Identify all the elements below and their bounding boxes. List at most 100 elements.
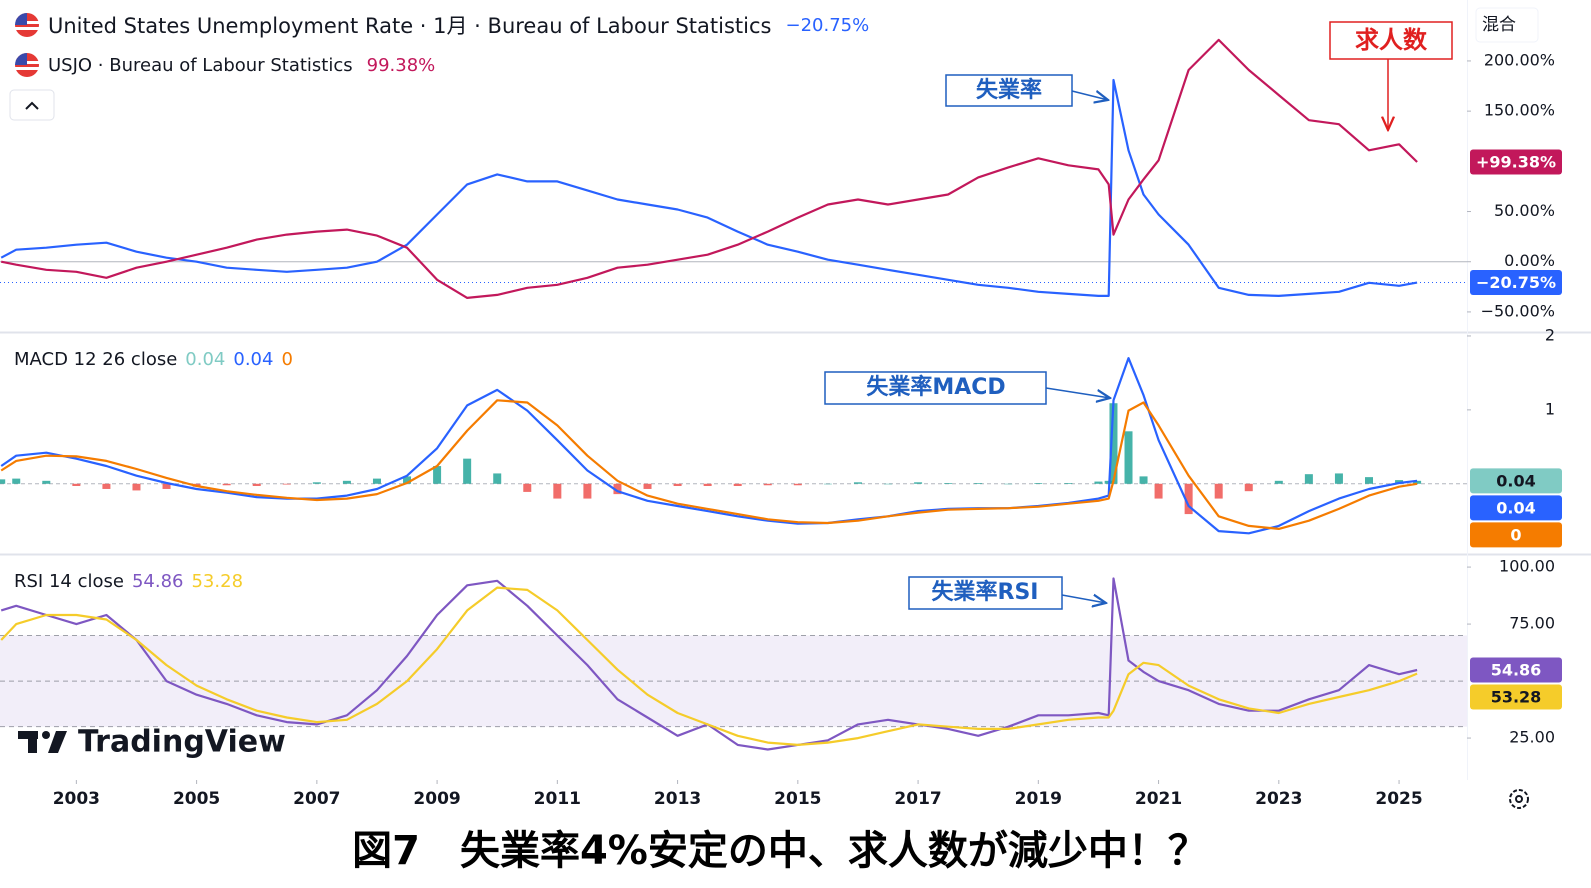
annotation-arrow [1071, 91, 1108, 100]
histogram-bar [583, 483, 592, 499]
annotation-arrow [1045, 387, 1110, 398]
histogram-bar [1184, 483, 1193, 515]
histogram-bar [1304, 474, 1313, 484]
legend-value: −20.75% [785, 14, 870, 36]
histogram-bar [1064, 483, 1073, 484]
main-legend: United States Unemployment Rate · 1月 · B… [14, 8, 869, 82]
legend-row: MACD 12 26 close 0.04 0.04 0 [14, 342, 293, 376]
price-badge-label: 0 [1510, 525, 1521, 544]
logo: TradingView [18, 725, 286, 760]
pane [0, 577, 1467, 751]
histogram-bar [1004, 483, 1013, 485]
histogram-bar [974, 483, 983, 484]
legend-value: 99.38% [366, 54, 436, 76]
histogram-bar [1364, 477, 1373, 484]
caption: 図7 失業率4%安定の中、求人数が減少中！？ [352, 828, 1208, 874]
pane [0, 357, 1467, 535]
price-badge-label: 0.04 [1496, 498, 1535, 517]
flag-icon [15, 53, 39, 77]
annotation-box [908, 576, 1063, 610]
flag-icon [15, 13, 39, 37]
scale-mode-button[interactable]: 混合 [1475, 7, 1539, 43]
y-tick-label: 1 [1545, 399, 1555, 418]
histogram-bar [793, 483, 802, 486]
histogram-bar [282, 483, 291, 485]
histogram-bar [613, 483, 622, 495]
y-tick-label: 100.00 [1499, 557, 1555, 576]
histogram-bar [673, 483, 682, 486]
y-tick-label: 2 [1545, 325, 1555, 344]
histogram-bar [823, 483, 832, 485]
price-badge [1470, 522, 1562, 548]
legend-row: USJO · Bureau of Labour Statistics 99.38… [14, 48, 869, 82]
logo-text: TradingView [78, 725, 286, 760]
histogram-bar [252, 483, 261, 486]
histogram-bar [733, 483, 742, 486]
macd-legend: MACD 12 26 close 0.04 0.04 0 [14, 342, 293, 376]
x-tick-label: 2009 [413, 789, 460, 809]
histogram-bar [553, 483, 562, 499]
y-tick-label: 75.00 [1509, 614, 1555, 633]
series-line [0, 78, 1418, 297]
price-badge-label: 0.04 [1496, 471, 1535, 490]
histogram-bar [1413, 480, 1422, 484]
histogram-bar [102, 483, 111, 489]
histogram-bar [222, 483, 231, 486]
x-tick-label: 2019 [1015, 789, 1062, 809]
histogram-bar [433, 466, 442, 484]
settings-button[interactable] [1509, 789, 1529, 809]
histogram-bar [643, 483, 652, 489]
y-tick-label: 0.00% [1504, 251, 1555, 270]
histogram-bar [72, 483, 81, 486]
annotation: 失業率 [976, 77, 1042, 103]
histogram-bar [1034, 483, 1043, 484]
histogram-bar [342, 480, 351, 484]
histogram-bar [132, 483, 141, 491]
price-badge-label: 54.86 [1491, 660, 1542, 679]
histogram-bar [914, 482, 923, 484]
legend-value: 54.86 [131, 570, 184, 592]
series-line [0, 357, 1418, 535]
legend-value: 53.28 [191, 570, 244, 592]
histogram-bar [853, 482, 862, 484]
x-tick-label: 2005 [173, 789, 220, 809]
legend-value: 0.04 [185, 348, 226, 370]
legend-row: RSI 14 close 54.86 53.28 [14, 564, 243, 598]
series-line [0, 577, 1418, 751]
histogram-bar [1214, 483, 1223, 499]
y-tick-label: 150.00% [1484, 101, 1555, 120]
histogram-bar [12, 478, 21, 484]
x-tick-label: 2015 [774, 789, 821, 809]
annotation-box [824, 371, 1047, 405]
histogram-bar [1139, 476, 1148, 484]
collapse-button[interactable] [9, 89, 55, 121]
rsi-legend: RSI 14 close 54.86 53.28 [14, 564, 243, 598]
histogram-bar [703, 483, 712, 486]
annotation: 失業率RSI [932, 579, 1039, 605]
annotation: 失業率MACD [866, 374, 1005, 400]
histogram-bar [523, 483, 532, 492]
x-tick-label: 2011 [534, 789, 581, 809]
price-badge-label: 53.28 [1491, 687, 1542, 706]
legend-title: RSI 14 close [14, 570, 124, 592]
series-line [0, 38, 1418, 299]
histogram-bar [493, 473, 502, 484]
legend-row: United States Unemployment Rate · 1月 · B… [14, 8, 869, 42]
histogram-bar [1154, 483, 1163, 499]
histogram-bar [1109, 403, 1118, 484]
series-line [0, 586, 1418, 746]
data-layer [0, 38, 1467, 751]
histogram-bar [42, 480, 51, 484]
histogram-bar [944, 483, 953, 484]
annotations: 失業率 失業率MACD 失業率RSI 求人数 [824, 21, 1453, 610]
histogram-bar [1334, 473, 1343, 484]
y-tick-label: 50.00% [1494, 201, 1555, 220]
histogram-bar [1244, 483, 1253, 492]
pane [0, 38, 1467, 299]
histogram-bar [463, 458, 472, 484]
price-badge-label: +99.38% [1476, 152, 1556, 171]
legend-value: 0 [281, 348, 293, 370]
scale-mode: 混合 [1482, 15, 1516, 35]
